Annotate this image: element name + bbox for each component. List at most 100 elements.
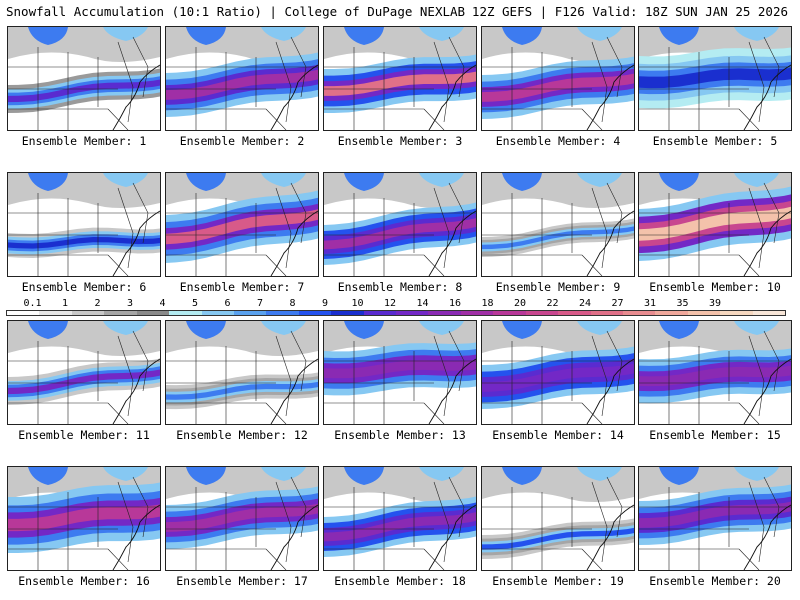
coastline <box>743 358 791 424</box>
legend-label: 4 <box>159 298 166 309</box>
state-borders <box>166 476 318 570</box>
coastline <box>270 504 318 570</box>
state-borders <box>166 182 318 276</box>
coastline <box>586 210 634 276</box>
snow-cover-northeast <box>261 27 306 41</box>
snowfall-map <box>482 321 634 424</box>
snowfall-map <box>166 27 318 130</box>
snow-cover-northeast <box>734 321 779 335</box>
legend-label: 3 <box>126 298 134 309</box>
legend-label: 39 <box>708 298 722 309</box>
legend-swatch <box>298 311 332 315</box>
snow-cover-lakes <box>502 27 542 45</box>
snow-cover-lakes <box>502 467 542 485</box>
coastline <box>743 64 791 130</box>
legend-swatch <box>590 311 624 315</box>
legend-label: 0.1 <box>23 298 42 309</box>
snow-cover-northeast <box>103 467 148 481</box>
snow-band-layer <box>639 67 791 89</box>
snow-cover-northeast <box>734 467 779 481</box>
member-caption: Ensemble Member: 11 <box>18 428 150 442</box>
snowfall-map <box>166 173 318 276</box>
legend-label: 12 <box>383 298 397 309</box>
member-caption: Ensemble Member: 20 <box>649 574 781 588</box>
snow-band-layer <box>8 369 160 395</box>
legend-swatch <box>136 311 170 315</box>
state-borders <box>639 182 791 276</box>
snow-cover-lakes <box>659 173 699 191</box>
snow-band-layer <box>482 363 634 392</box>
member-caption: Ensemble Member: 10 <box>649 280 781 294</box>
snow-band-layer <box>639 365 791 387</box>
snowfall-map <box>8 173 160 276</box>
map-panel-member-4 <box>481 26 635 131</box>
member-caption: Ensemble Member: 17 <box>176 574 308 588</box>
legend-swatch <box>363 311 397 315</box>
snowfall-map <box>482 467 634 570</box>
coastline <box>112 210 160 276</box>
snowfall-map <box>166 467 318 570</box>
snowfall-map <box>639 321 791 424</box>
legend-swatch <box>169 311 202 315</box>
snow-band-layer <box>482 527 634 550</box>
state-borders <box>324 330 476 424</box>
legend-label: 2 <box>94 298 101 309</box>
member-caption: Ensemble Member: 3 <box>337 134 463 148</box>
legend-label: 10 <box>351 298 364 309</box>
coastline <box>270 358 318 424</box>
snow-cover-lakes <box>28 27 68 45</box>
snow-cover-northeast <box>734 27 779 41</box>
member-caption: Ensemble Member: 19 <box>492 574 624 588</box>
map-panel-member-16 <box>7 466 161 571</box>
map-panel-member-11 <box>7 320 161 425</box>
state-borders <box>8 476 160 570</box>
legend-swatch <box>104 311 137 315</box>
map-panel-member-5 <box>638 26 792 131</box>
map-panel-member-19 <box>481 466 635 571</box>
snow-cover-lakes <box>186 467 226 485</box>
snowfall-map <box>324 467 476 570</box>
member-caption: Ensemble Member: 7 <box>179 280 305 294</box>
state-borders <box>324 476 476 570</box>
legend-label: 22 <box>546 298 559 309</box>
snow-cover-northeast <box>577 321 622 335</box>
state-borders <box>324 182 476 276</box>
snowfall-map <box>639 173 791 276</box>
map-panel-member-18 <box>323 466 477 571</box>
legend-swatch <box>266 311 299 315</box>
snow-band-layer <box>8 504 160 532</box>
member-caption: Ensemble Member: 9 <box>495 280 621 294</box>
snow-cover-lakes <box>502 321 542 339</box>
map-panel-member-17 <box>165 466 319 571</box>
legend-swatch <box>493 311 526 315</box>
snow-band-layer <box>639 206 791 241</box>
legend-swatch <box>752 311 786 315</box>
state-borders <box>324 36 476 130</box>
legend-swatch <box>428 311 461 315</box>
legend-swatch <box>39 311 72 315</box>
snow-cover-northeast <box>103 173 148 187</box>
legend-swatch <box>720 311 753 315</box>
snow-cover-lakes <box>344 27 384 45</box>
state-borders <box>482 476 634 570</box>
snow-cover-lakes <box>28 173 68 191</box>
snow-band-layer <box>324 71 476 96</box>
legend-label: 27 <box>611 298 624 309</box>
snow-cover-northeast <box>734 173 779 187</box>
legend-swatch <box>623 311 656 315</box>
snow-cover-lakes <box>659 467 699 485</box>
map-panel-member-6 <box>7 172 161 277</box>
member-caption: Ensemble Member: 6 <box>21 280 147 294</box>
snow-band-layer <box>166 503 318 532</box>
snow-band-layer <box>324 512 476 542</box>
coastline <box>112 64 160 130</box>
state-borders <box>8 36 160 130</box>
state-borders <box>482 36 634 130</box>
legend-label: 31 <box>643 298 657 309</box>
legend-swatch <box>233 311 267 315</box>
snowfall-map <box>482 27 634 130</box>
legend-swatch <box>7 311 40 315</box>
snow-cover-lakes <box>186 321 226 339</box>
snow-cover-northeast <box>261 173 306 187</box>
state-borders <box>166 330 318 424</box>
